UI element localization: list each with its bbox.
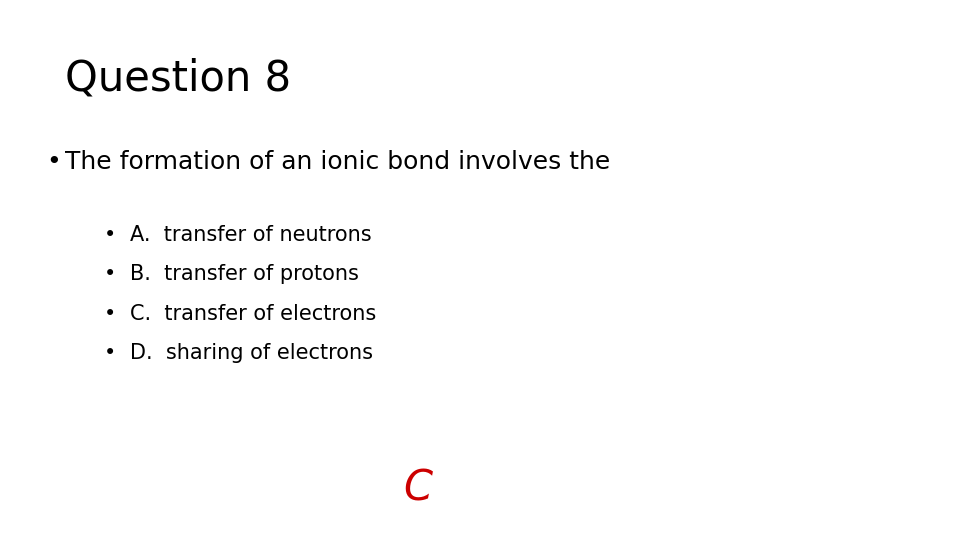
Text: •: • [104, 303, 116, 324]
Text: •: • [46, 150, 60, 174]
Text: A.  transfer of neutrons: A. transfer of neutrons [130, 225, 372, 245]
Text: •: • [104, 225, 116, 245]
Text: B.  transfer of protons: B. transfer of protons [130, 264, 358, 285]
Text: •: • [104, 343, 116, 363]
Text: •: • [104, 264, 116, 285]
Text: Question 8: Question 8 [65, 57, 292, 99]
Text: D.  sharing of electrons: D. sharing of electrons [130, 343, 372, 363]
Text: C.  transfer of electrons: C. transfer of electrons [130, 303, 376, 324]
Text: The formation of an ionic bond involves the: The formation of an ionic bond involves … [65, 150, 611, 174]
Text: C: C [403, 468, 432, 510]
